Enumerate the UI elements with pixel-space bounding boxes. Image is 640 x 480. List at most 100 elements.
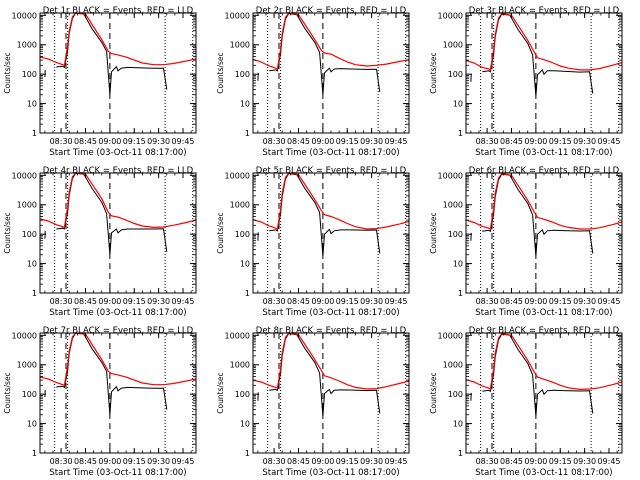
x-tick-label: 09:15 <box>549 137 572 146</box>
x-tick-label: 09:15 <box>123 137 146 146</box>
x-tick-label: 08:30 <box>476 297 499 306</box>
panel-1: 1 10 100 1000 10000 08:30 08:45 09:00 09:15 09:30… <box>3 6 197 158</box>
y-tick-label: 10000 <box>438 11 463 20</box>
x-tick-label: 08:30 <box>476 137 499 146</box>
x-tick-label: 09:45 <box>171 297 194 306</box>
x-axis-label: Start Time (03-Oct-11 08:17:00) <box>49 308 186 318</box>
events-series-segment-2 <box>56 172 168 255</box>
x-tick-label: 08:45 <box>500 457 523 466</box>
x-tick-label: 09:15 <box>123 457 146 466</box>
y-axis-label: Counts/sec <box>3 372 12 413</box>
x-axis-label: Start Time (03-Oct-11 08:17:00) <box>475 148 612 158</box>
x-tick-label: 09:00 <box>524 137 547 146</box>
x-tick-label: 09:00 <box>524 457 547 466</box>
panel-5: 1 10 100 1000 10000 08:30 08:45 09:00 09:15 09:30… <box>216 166 410 318</box>
y-axis-label: Counts/sec <box>216 212 225 253</box>
x-tick-label: 08:30 <box>263 297 286 306</box>
x-tick-label: 08:45 <box>500 137 523 146</box>
panel-title: Det 7r BLACK = Events, RED = LLD <box>43 326 194 336</box>
x-tick-label: 09:00 <box>98 297 121 306</box>
panel-title: Det 9r BLACK = Events, RED = LLD <box>469 326 620 336</box>
y-tick-label: 1000 <box>17 201 37 210</box>
y-tick-label: 100 <box>235 390 250 399</box>
y-tick-label: 1 <box>32 289 37 298</box>
y-axis-label: Counts/sec <box>429 52 438 93</box>
panel-7: 1 10 100 1000 10000 08:30 08:45 09:00 09:15 09:30… <box>3 326 197 478</box>
x-tick-label: 09:15 <box>123 297 146 306</box>
y-tick-label: 100 <box>448 230 463 239</box>
plot-frame <box>39 332 197 454</box>
events-series-segment-2 <box>482 173 594 257</box>
y-tick-label: 1000 <box>17 361 37 370</box>
y-tick-label: 10 <box>27 420 37 429</box>
y-tick-label: 10 <box>27 260 37 269</box>
x-tick-label: 08:30 <box>263 457 286 466</box>
y-tick-label: 1 <box>458 129 463 138</box>
panel-8: 1 10 100 1000 10000 08:30 08:45 09:00 09:15 09:30… <box>216 326 410 478</box>
lld-series <box>252 332 410 390</box>
y-tick-label: 1 <box>245 289 250 298</box>
x-axis-label: Start Time (03-Oct-11 08:17:00) <box>262 148 399 158</box>
y-tick-label: 100 <box>22 230 37 239</box>
y-tick-label: 10000 <box>12 171 37 180</box>
y-tick-label: 10 <box>240 260 250 269</box>
x-tick-label: 08:45 <box>287 297 310 306</box>
y-tick-label: 100 <box>22 70 37 79</box>
x-tick-label: 09:45 <box>171 137 194 146</box>
x-tick-label: 08:30 <box>50 137 73 146</box>
x-axis-label: Start Time (03-Oct-11 08:17:00) <box>49 148 186 158</box>
y-tick-label: 1000 <box>443 201 463 210</box>
y-tick-label: 1000 <box>230 41 250 50</box>
panel-4: 1 10 100 1000 10000 08:30 08:45 09:00 09:15 09:30… <box>3 166 197 318</box>
x-tick-label: 09:30 <box>147 297 170 306</box>
x-tick-label: 09:00 <box>311 297 334 306</box>
x-tick-label: 09:15 <box>336 297 359 306</box>
y-tick-label: 10000 <box>225 171 250 180</box>
x-tick-label: 08:45 <box>74 457 97 466</box>
lld-series <box>465 332 623 391</box>
panel-title: Det 8r BLACK = Events, RED = LLD <box>256 326 407 336</box>
lld-series <box>39 172 197 229</box>
x-tick-label: 09:30 <box>360 457 383 466</box>
y-tick-label: 1000 <box>230 361 250 370</box>
lld-series <box>465 172 623 230</box>
y-tick-label: 1 <box>458 289 463 298</box>
x-tick-label: 09:00 <box>311 137 334 146</box>
panel-title: Det 6r BLACK = Events, RED = LLD <box>469 166 620 176</box>
lld-series <box>252 172 410 230</box>
y-tick-label: 1000 <box>443 361 463 370</box>
y-tick-label: 10 <box>453 420 463 429</box>
x-tick-label: 08:30 <box>50 457 73 466</box>
y-tick-label: 100 <box>448 70 463 79</box>
x-tick-label: 09:15 <box>336 137 359 146</box>
y-tick-label: 100 <box>235 230 250 239</box>
x-tick-label: 09:45 <box>384 297 407 306</box>
y-tick-label: 1 <box>458 449 463 458</box>
x-tick-label: 09:45 <box>384 457 407 466</box>
panel-3: 1 10 100 1000 10000 08:30 08:45 09:00 09:15 09:30… <box>429 6 623 158</box>
events-series-segment-2 <box>269 12 381 95</box>
x-tick-label: 09:45 <box>597 457 620 466</box>
y-axis-label: Counts/sec <box>3 52 12 93</box>
plot-frame <box>39 12 197 134</box>
y-tick-label: 10000 <box>12 11 37 20</box>
x-tick-label: 09:00 <box>98 137 121 146</box>
panel-title: Det 4r BLACK = Events, RED = LLD <box>43 166 194 176</box>
panel-title: Det 5r BLACK = Events, RED = LLD <box>256 166 407 176</box>
y-tick-label: 10000 <box>225 331 250 340</box>
x-tick-label: 09:30 <box>573 297 596 306</box>
lld-series <box>39 332 197 387</box>
x-tick-label: 09:00 <box>524 297 547 306</box>
x-tick-label: 08:45 <box>287 457 310 466</box>
y-tick-label: 10000 <box>438 171 463 180</box>
plot-frame <box>252 12 410 134</box>
x-tick-label: 09:45 <box>597 297 620 306</box>
panel-title: Det 2r BLACK = Events, RED = LLD <box>256 6 407 16</box>
x-tick-label: 09:30 <box>573 137 596 146</box>
lld-series <box>39 12 197 67</box>
x-tick-label: 09:30 <box>573 457 596 466</box>
y-tick-label: 10 <box>27 100 37 109</box>
x-tick-label: 09:45 <box>171 457 194 466</box>
lld-series <box>465 12 623 71</box>
